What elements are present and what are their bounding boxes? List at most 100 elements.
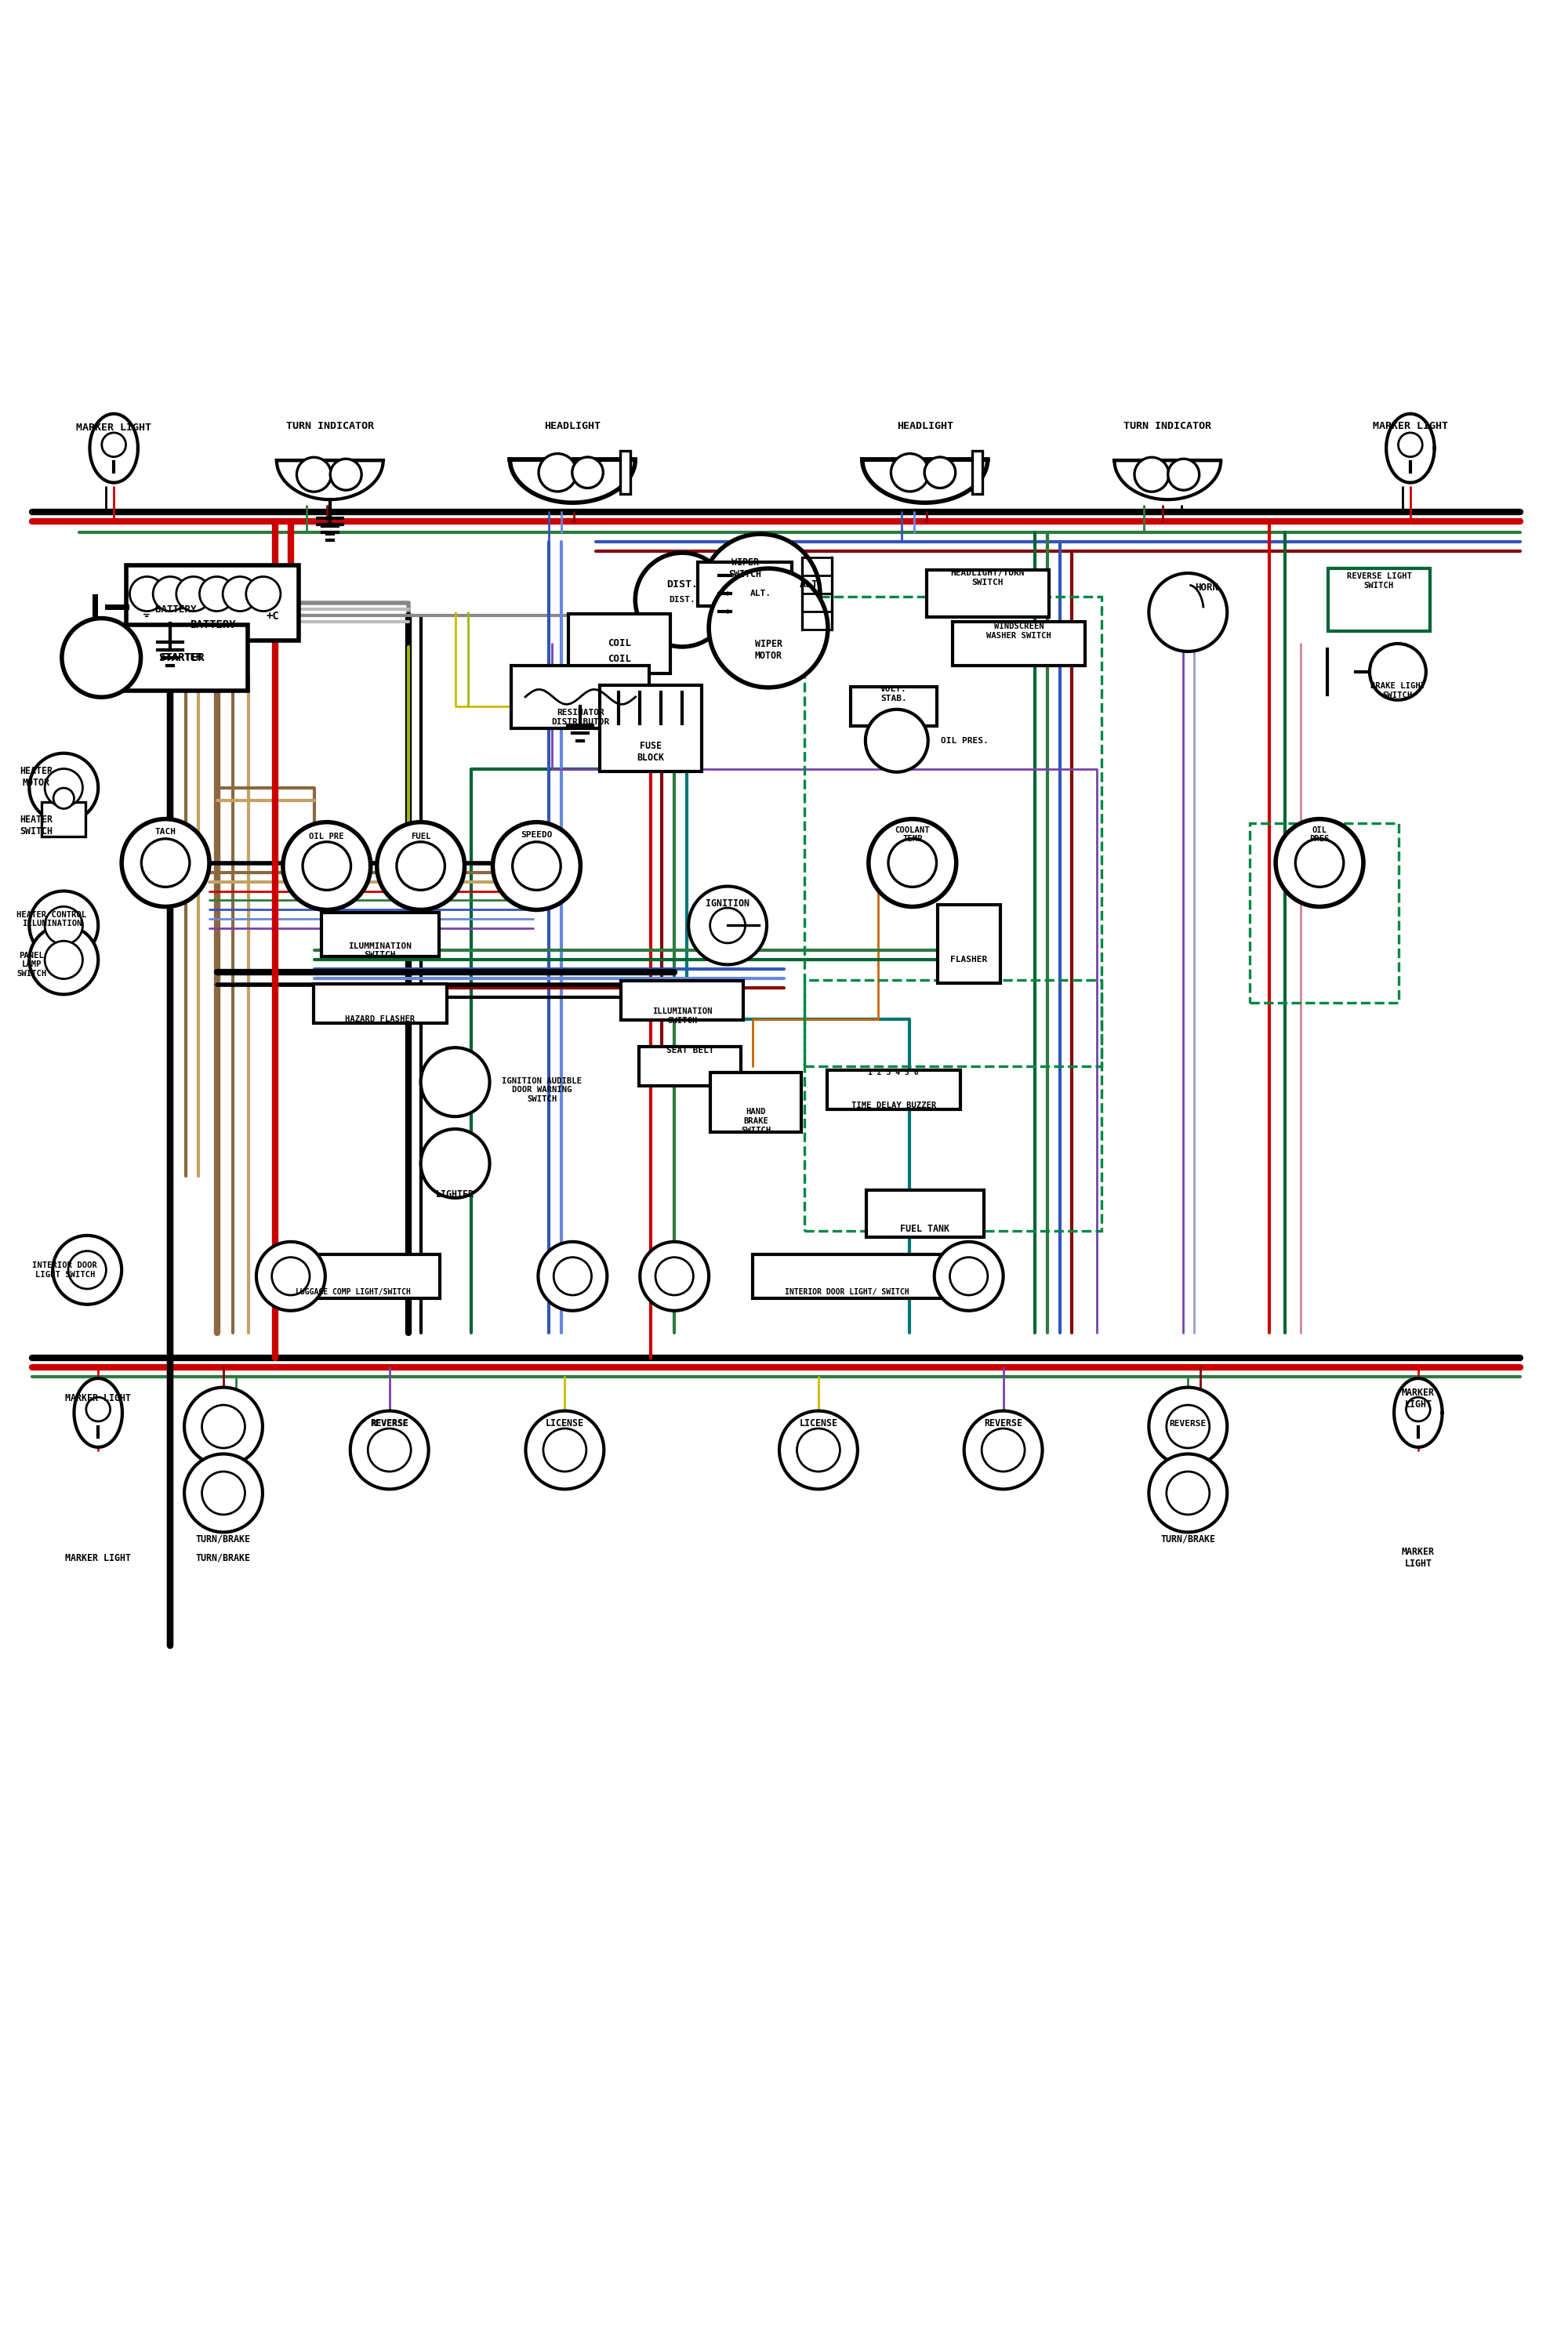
Text: DIST.: DIST.	[670, 595, 696, 604]
Circle shape	[538, 1242, 607, 1310]
Circle shape	[45, 906, 83, 946]
Text: WINDSCREEN
WASHER SWITCH: WINDSCREEN WASHER SWITCH	[986, 623, 1052, 640]
Text: INTERIOR DOOR LIGHT/ SWITCH: INTERIOR DOOR LIGHT/ SWITCH	[784, 1289, 909, 1296]
Text: FUEL TANK: FUEL TANK	[900, 1223, 950, 1235]
Polygon shape	[1386, 414, 1435, 482]
Bar	[1328, 569, 1430, 630]
Text: LICENSE: LICENSE	[800, 1418, 837, 1428]
Text: LICENSE: LICENSE	[546, 1418, 583, 1428]
Text: HORN: HORN	[1195, 583, 1218, 593]
Circle shape	[185, 1388, 262, 1465]
Bar	[866, 1190, 983, 1237]
Circle shape	[655, 1258, 693, 1296]
Circle shape	[30, 891, 99, 960]
Circle shape	[1167, 1472, 1209, 1515]
Circle shape	[397, 842, 445, 889]
Circle shape	[53, 788, 74, 809]
Circle shape	[199, 576, 234, 612]
Text: -: -	[724, 572, 731, 579]
Text: SEAT BELT: SEAT BELT	[666, 1047, 713, 1054]
Circle shape	[154, 576, 188, 612]
Polygon shape	[862, 459, 988, 503]
Text: MARKER
LIGHT: MARKER LIGHT	[1402, 1548, 1435, 1569]
Circle shape	[1369, 644, 1425, 701]
Text: HEADLIGHT/TURN
SWITCH: HEADLIGHT/TURN SWITCH	[950, 569, 1024, 586]
Text: REVERSE LIGHT
SWITCH: REVERSE LIGHT SWITCH	[1347, 572, 1411, 590]
Circle shape	[331, 459, 362, 489]
Text: ILUMMINATION
SWITCH: ILUMMINATION SWITCH	[348, 943, 412, 960]
Circle shape	[368, 1428, 411, 1472]
Text: TACH: TACH	[155, 828, 176, 835]
Bar	[698, 562, 792, 607]
Circle shape	[869, 818, 956, 906]
Circle shape	[102, 433, 125, 456]
Bar	[1250, 823, 1399, 1002]
Text: STARTER: STARTER	[158, 652, 204, 663]
Circle shape	[53, 1235, 122, 1305]
Text: COOLANT
TEMP: COOLANT TEMP	[895, 826, 930, 842]
Circle shape	[86, 1397, 110, 1421]
Circle shape	[45, 769, 83, 807]
Circle shape	[303, 842, 351, 889]
Text: MARKER
LIGHT: MARKER LIGHT	[1402, 1388, 1435, 1409]
Text: BATTERY: BATTERY	[190, 619, 235, 630]
Text: FUSE
BLOCK: FUSE BLOCK	[637, 741, 665, 762]
Text: MARKER LIGHT: MARKER LIGHT	[1372, 421, 1447, 430]
Bar	[938, 906, 1000, 983]
Circle shape	[640, 1242, 709, 1310]
Bar	[640, 1047, 742, 1087]
Text: VOLT.
STAB.: VOLT. STAB.	[880, 684, 906, 703]
Text: HAZARD FLASHER: HAZARD FLASHER	[345, 1016, 416, 1023]
Text: -: -	[144, 612, 151, 621]
Text: OIL
PRES: OIL PRES	[1309, 826, 1330, 842]
Text: HEATER CONTROL
ILLUMINATION: HEATER CONTROL ILLUMINATION	[17, 910, 86, 927]
Circle shape	[350, 1411, 428, 1489]
Bar	[511, 666, 649, 729]
Text: REVERSE: REVERSE	[370, 1418, 409, 1428]
Text: TURN/BRAKE: TURN/BRAKE	[1160, 1534, 1215, 1545]
Circle shape	[130, 576, 165, 612]
Text: IGNITION AUDIBLE
DOOR WARNING
SWITCH: IGNITION AUDIBLE DOOR WARNING SWITCH	[502, 1077, 582, 1103]
Bar	[42, 802, 86, 837]
Circle shape	[256, 1242, 325, 1310]
Circle shape	[889, 840, 936, 887]
Text: ALT.: ALT.	[800, 579, 825, 590]
Circle shape	[176, 576, 210, 612]
Text: COIL: COIL	[608, 654, 632, 663]
Bar	[850, 687, 936, 727]
Circle shape	[61, 619, 141, 696]
Circle shape	[282, 823, 370, 910]
Text: REVERSE: REVERSE	[1170, 1421, 1206, 1428]
Circle shape	[1167, 1404, 1209, 1449]
Polygon shape	[89, 414, 138, 482]
Bar	[114, 626, 248, 691]
Circle shape	[45, 941, 83, 978]
Text: IGNITION: IGNITION	[706, 898, 750, 908]
Text: WIPER
MOTOR: WIPER MOTOR	[754, 640, 782, 661]
Polygon shape	[74, 1378, 122, 1446]
Circle shape	[223, 576, 257, 612]
Circle shape	[122, 818, 210, 906]
Circle shape	[513, 842, 561, 889]
Text: TURN/BRAKE: TURN/BRAKE	[196, 1552, 251, 1564]
Circle shape	[30, 753, 99, 823]
Bar	[927, 569, 1049, 616]
Polygon shape	[1115, 461, 1221, 499]
Circle shape	[1406, 1397, 1430, 1421]
Text: HEATER
SWITCH: HEATER SWITCH	[20, 814, 53, 837]
Circle shape	[797, 1428, 840, 1472]
Text: REVERSE: REVERSE	[372, 1421, 408, 1428]
Circle shape	[271, 1258, 310, 1296]
Bar	[127, 564, 298, 640]
Circle shape	[1276, 818, 1363, 906]
Text: +: +	[724, 590, 731, 597]
Circle shape	[376, 823, 464, 910]
Text: HEADLIGHT: HEADLIGHT	[897, 421, 953, 430]
Circle shape	[296, 456, 331, 492]
Polygon shape	[276, 461, 383, 499]
Circle shape	[1295, 840, 1344, 887]
Text: ILLUMINATION
SWITCH: ILLUMINATION SWITCH	[652, 1007, 712, 1025]
Circle shape	[525, 1411, 604, 1489]
Text: LUGGAGE COMP LIGHT/SWITCH: LUGGAGE COMP LIGHT/SWITCH	[296, 1289, 411, 1296]
Bar	[314, 983, 447, 1023]
